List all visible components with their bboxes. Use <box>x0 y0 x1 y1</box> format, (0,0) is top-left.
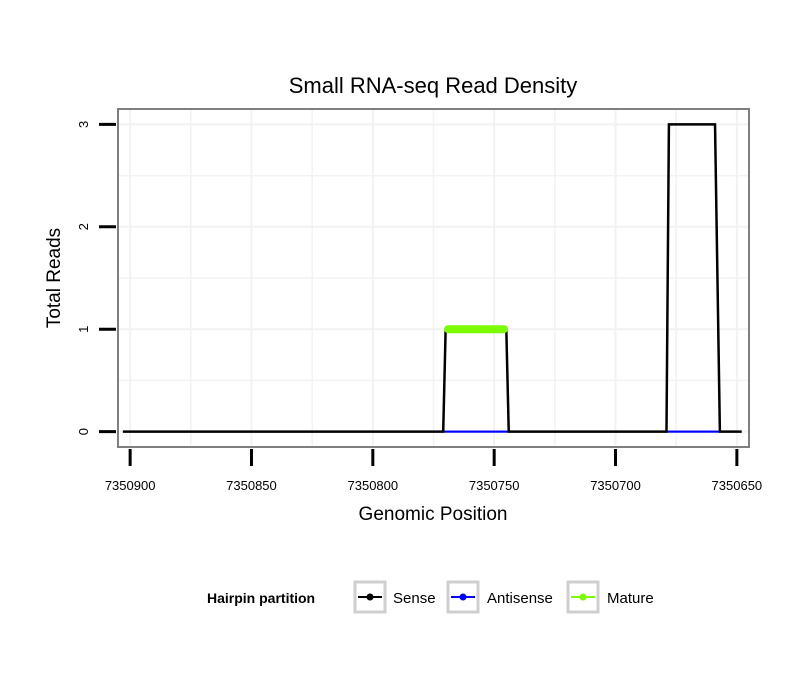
series-sense-line <box>122 123 742 433</box>
x-tick-label: 7350750 <box>469 478 520 493</box>
x-axis-title: Genomic Position <box>359 504 508 525</box>
legend-key-point <box>579 593 587 601</box>
legend-label: Sense <box>393 590 436 607</box>
chart-title: Small RNA-seq Read Density <box>289 73 578 98</box>
legend-item-mature: Mature <box>566 580 654 614</box>
legend-key-point <box>459 593 467 601</box>
x-tick-label: 7350700 <box>590 478 641 493</box>
x-axis: 7350900 7350850 7350800 7350750 7350700 73506… <box>105 449 762 493</box>
legend-label: Antisense <box>487 590 553 607</box>
y-axis: 0 1 2 3 <box>76 121 116 435</box>
x-tick-label: 7350800 <box>348 478 399 493</box>
y-axis-title: Total Reads <box>44 228 65 328</box>
legend-label: Mature <box>607 590 654 607</box>
x-tick-label: 7350650 <box>712 478 763 493</box>
y-tick-label: 3 <box>76 121 91 128</box>
legend-title: Hairpin partition <box>207 590 315 606</box>
legend-item-sense: Sense <box>353 580 436 614</box>
legend-key-point <box>366 593 374 601</box>
legend-item-antisense: Antisense <box>446 580 553 614</box>
x-tick-label: 7350900 <box>105 478 156 493</box>
y-tick-label: 0 <box>76 428 91 435</box>
y-tick-label: 2 <box>76 223 91 230</box>
series-layer <box>122 123 742 433</box>
y-tick-label: 1 <box>76 326 91 333</box>
plot-panel-border <box>117 108 750 448</box>
legend: Hairpin partition Sense Antisense Mature <box>207 580 654 614</box>
grid <box>118 109 749 447</box>
x-tick-label: 7350850 <box>226 478 277 493</box>
